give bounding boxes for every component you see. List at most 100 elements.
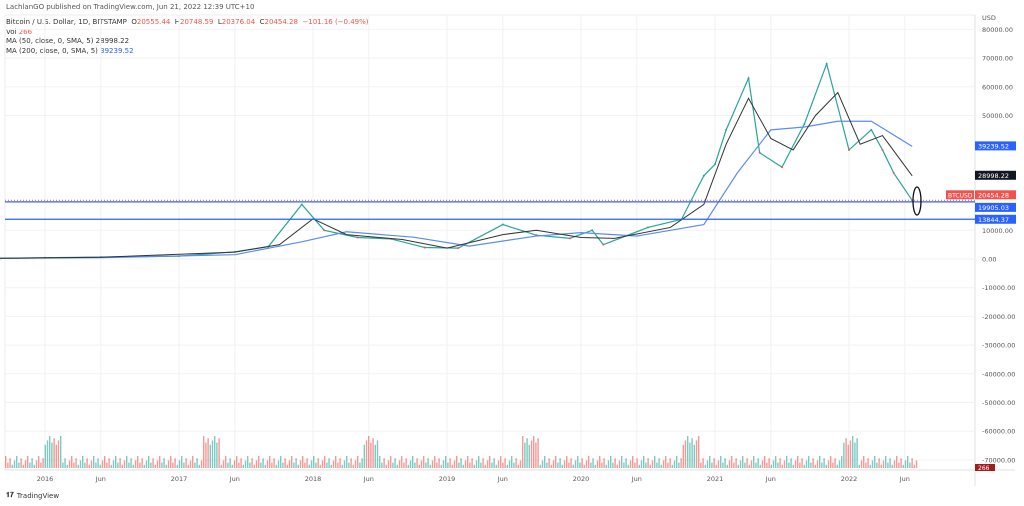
volume-bar — [634, 462, 636, 468]
volume-bar — [779, 458, 781, 468]
y-tick-label: 70000.00 — [982, 55, 1013, 63]
volume-bar — [522, 436, 524, 468]
volume-bar — [438, 458, 440, 468]
last-price-label: 20454.28 — [978, 191, 1009, 199]
volume-bar — [533, 436, 535, 468]
volume-bar — [20, 458, 22, 468]
volume-bar — [570, 458, 572, 468]
volume-bar — [427, 458, 429, 468]
price-point — [781, 166, 783, 169]
volume-bar — [409, 460, 412, 468]
volume-bar — [418, 464, 420, 468]
volume-bar — [434, 456, 436, 468]
volume-bar — [491, 462, 493, 468]
publish-info: LachlanGO published on TradingView.com, … — [6, 3, 255, 11]
volume-bar — [99, 464, 101, 468]
volume-bar — [854, 442, 856, 468]
volume-bar — [513, 462, 515, 468]
volume-bar — [469, 462, 471, 468]
volume-bar — [90, 460, 93, 468]
volume-bar — [209, 444, 211, 468]
annotation-ellipse — [912, 186, 922, 216]
volume-bar — [339, 458, 341, 468]
volume-bar — [495, 464, 497, 468]
volume-bar — [277, 460, 280, 468]
volume-bar — [504, 458, 506, 468]
volume-bar — [647, 458, 649, 468]
volume-bar — [735, 458, 737, 468]
volume-bar — [643, 456, 645, 468]
volume-bar — [656, 462, 658, 468]
volume-bar — [497, 460, 500, 468]
volume-bar — [126, 456, 128, 468]
volume-row: Vol 266 — [6, 28, 369, 38]
volume-bar — [662, 460, 665, 468]
symbol-name[interactable]: Bitcoin / U.S. Dollar, 1D, BITSTAMP — [6, 18, 127, 26]
ma200-label[interactable]: MA (200, close, 0, SMA, 5) — [6, 46, 98, 55]
volume-value: 266 — [18, 27, 33, 36]
ma50-label[interactable]: MA (50, close, 0, SMA, 5) — [6, 37, 94, 45]
x-tick-label: Jun — [95, 475, 106, 483]
volume-bar — [189, 460, 192, 468]
volume-bar — [218, 438, 220, 468]
volume-bar — [460, 458, 462, 468]
ma50-tag — [975, 170, 1016, 180]
volume-bar — [374, 444, 376, 468]
volume-bar — [273, 458, 275, 468]
volume-bar — [24, 460, 27, 468]
volume-bar — [508, 460, 511, 468]
volume-bar — [143, 464, 145, 468]
y-tick-label: -10000.00 — [982, 284, 1015, 292]
volume-tag-label: 266 — [978, 465, 990, 472]
volume-bar — [733, 462, 735, 468]
volume-bar — [403, 462, 405, 468]
volume-bar — [9, 458, 11, 468]
volume-bar — [187, 464, 189, 468]
volume-bar — [141, 458, 143, 468]
volume-bar — [484, 464, 486, 468]
volume-bar — [251, 458, 253, 468]
price-point — [591, 229, 594, 232]
volume-bar — [414, 462, 416, 468]
volume-bar — [845, 438, 847, 468]
volume-bar — [170, 456, 172, 468]
volume-bar — [746, 458, 748, 468]
volume-bar — [423, 456, 425, 468]
volume-bar — [583, 464, 585, 468]
volume-bar — [480, 462, 482, 468]
x-tick-label: Jun — [631, 475, 642, 483]
volume-bar — [282, 462, 284, 468]
volume-bar — [328, 458, 330, 468]
volume-bar — [335, 456, 337, 468]
volume-bar — [907, 456, 909, 468]
x-tick-label: Jun — [765, 475, 776, 483]
volume-bar — [768, 458, 770, 468]
volume-bar — [229, 458, 231, 468]
price-point — [356, 236, 359, 239]
volume-bar — [467, 456, 469, 468]
volume-bar — [788, 462, 790, 468]
volume-bar — [258, 456, 260, 468]
volume-bar — [539, 464, 541, 468]
open-label: O — [131, 18, 137, 26]
y-tick-label: -50000.00 — [982, 399, 1015, 407]
volume-bar — [601, 462, 603, 468]
volume-bar — [638, 464, 640, 468]
volume-bar — [530, 440, 533, 468]
volume-bar — [843, 442, 845, 468]
volume-bar — [896, 456, 898, 468]
volume-bar — [649, 464, 651, 468]
volume-bar — [528, 444, 530, 468]
volume-bar — [744, 462, 746, 468]
volume-bar — [255, 460, 258, 468]
volume-tag — [975, 464, 995, 471]
volume-bar — [858, 464, 860, 468]
volume-bar — [456, 456, 458, 468]
volume-bar — [40, 462, 42, 468]
volume-label[interactable]: Vol — [6, 27, 17, 36]
volume-bar — [682, 444, 684, 468]
volume-bar — [665, 456, 667, 468]
volume-bar — [73, 462, 75, 468]
volume-bar — [68, 460, 71, 468]
